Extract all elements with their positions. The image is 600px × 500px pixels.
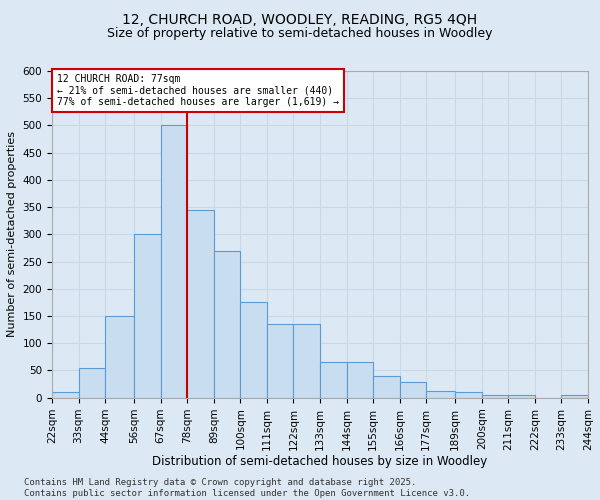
Bar bbox=[373, 376, 400, 398]
Bar bbox=[482, 395, 508, 398]
Text: Contains HM Land Registry data © Crown copyright and database right 2025.
Contai: Contains HM Land Registry data © Crown c… bbox=[24, 478, 470, 498]
Bar bbox=[241, 302, 267, 398]
Bar bbox=[426, 391, 455, 398]
Bar bbox=[347, 362, 373, 398]
Bar bbox=[267, 324, 293, 398]
Bar bbox=[320, 362, 347, 398]
Text: 12 CHURCH ROAD: 77sqm
← 21% of semi-detached houses are smaller (440)
77% of sem: 12 CHURCH ROAD: 77sqm ← 21% of semi-deta… bbox=[57, 74, 339, 107]
Bar bbox=[134, 234, 161, 398]
Bar bbox=[455, 392, 482, 398]
Bar bbox=[105, 316, 134, 398]
Y-axis label: Number of semi-detached properties: Number of semi-detached properties bbox=[7, 132, 17, 338]
Bar bbox=[52, 392, 79, 398]
Bar bbox=[508, 395, 535, 398]
Bar bbox=[161, 126, 187, 398]
Text: Size of property relative to semi-detached houses in Woodley: Size of property relative to semi-detach… bbox=[107, 28, 493, 40]
Bar bbox=[214, 250, 241, 398]
Bar bbox=[187, 210, 214, 398]
Bar bbox=[79, 368, 105, 398]
Bar bbox=[293, 324, 320, 398]
Text: 12, CHURCH ROAD, WOODLEY, READING, RG5 4QH: 12, CHURCH ROAD, WOODLEY, READING, RG5 4… bbox=[122, 12, 478, 26]
X-axis label: Distribution of semi-detached houses by size in Woodley: Distribution of semi-detached houses by … bbox=[152, 455, 488, 468]
Bar bbox=[562, 395, 588, 398]
Bar bbox=[400, 382, 426, 398]
